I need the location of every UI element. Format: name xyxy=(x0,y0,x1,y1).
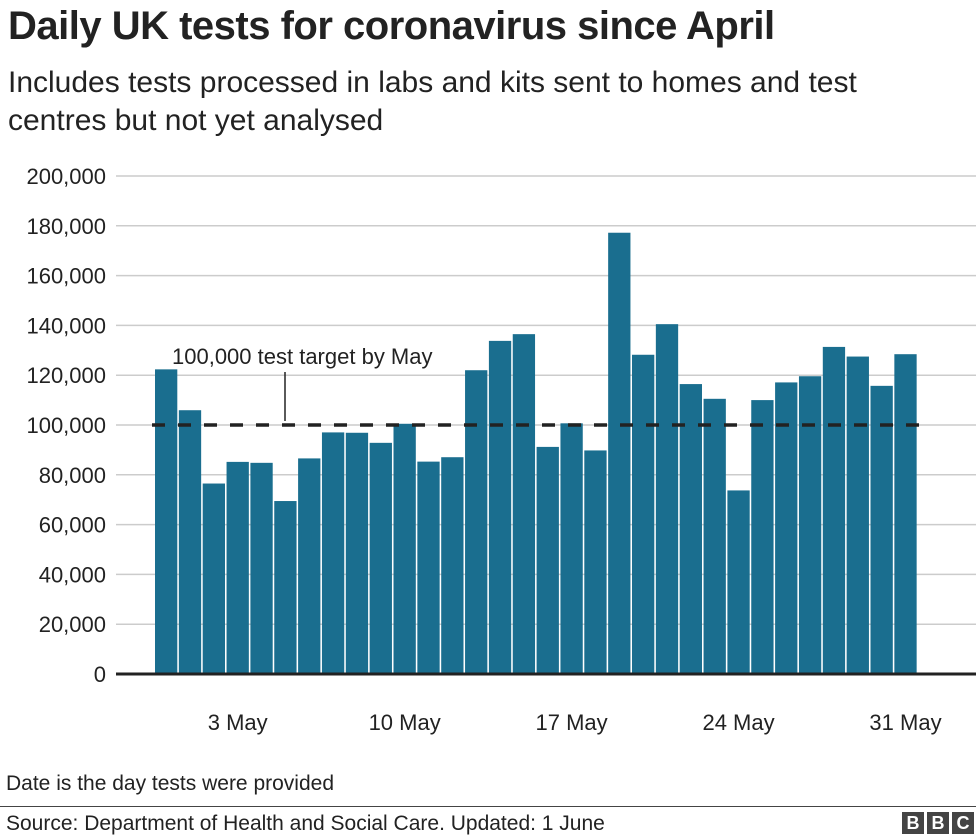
x-tick-label: 3 May xyxy=(208,710,268,735)
y-axis-labels: 0 20,000 40,000 60,000 80,000 100,000 120,000 1… xyxy=(26,164,106,687)
bar xyxy=(679,384,702,674)
chart-subtitle: Includes tests processed in labs and kit… xyxy=(8,66,857,137)
bar xyxy=(178,410,202,674)
bar xyxy=(250,462,273,674)
bar xyxy=(274,501,297,674)
bar xyxy=(536,446,559,674)
bar xyxy=(560,423,583,674)
footer-divider xyxy=(0,806,976,807)
bar xyxy=(775,382,798,674)
bar xyxy=(655,324,679,674)
bar xyxy=(632,354,655,674)
bbc-logo-letter: C xyxy=(952,812,974,834)
y-tick-label: 100,000 xyxy=(26,413,106,438)
bar xyxy=(822,346,846,674)
bars xyxy=(155,232,917,674)
x-axis: 3 May 10 May 17 May 24 May 31 May xyxy=(116,672,976,735)
bar xyxy=(321,432,345,674)
y-tick-label: 0 xyxy=(94,662,106,687)
bar xyxy=(465,370,488,674)
bar xyxy=(751,400,774,674)
footnote: Date is the day tests were provided xyxy=(6,772,335,795)
bbc-logo-letter: B xyxy=(927,812,949,834)
y-tick-label: 200,000 xyxy=(26,164,106,189)
x-tick-label: 24 May xyxy=(702,710,774,735)
source-text: Source: Department of Health and Social … xyxy=(6,812,605,835)
bar xyxy=(798,376,822,674)
target-line: 100,000 test target by May xyxy=(152,344,922,427)
bar xyxy=(369,442,392,674)
y-tick-label: 140,000 xyxy=(26,313,106,338)
bar xyxy=(202,483,225,674)
y-tick-label: 40,000 xyxy=(39,562,106,587)
bar xyxy=(584,450,607,674)
bar xyxy=(488,340,512,674)
bbc-logo-letter: B xyxy=(902,812,924,834)
x-tick-label: 17 May xyxy=(536,710,608,735)
bar xyxy=(226,461,249,674)
bar xyxy=(727,490,750,674)
bar xyxy=(417,461,440,674)
y-tick-label: 60,000 xyxy=(39,513,106,538)
bar xyxy=(608,232,631,674)
y-tick-label: 120,000 xyxy=(26,363,106,388)
bar xyxy=(393,423,416,674)
bar xyxy=(155,369,178,674)
y-tick-label: 160,000 xyxy=(26,264,106,289)
y-tick-label: 180,000 xyxy=(26,214,106,239)
chart-title: Daily UK tests for coronavirus since Apr… xyxy=(8,4,775,48)
bar xyxy=(846,356,869,674)
x-tick-label: 10 May xyxy=(369,710,441,735)
bbc-logo: B B C xyxy=(902,812,974,834)
bar xyxy=(894,354,917,674)
bar xyxy=(870,385,893,674)
bar xyxy=(703,398,726,674)
y-tick-label: 80,000 xyxy=(39,463,106,488)
bar xyxy=(298,458,321,674)
target-annotation-label: 100,000 test target by May xyxy=(172,344,433,369)
x-tick-label: 31 May xyxy=(869,710,941,735)
bar xyxy=(441,457,464,674)
bar xyxy=(512,334,536,674)
bar xyxy=(345,432,369,674)
bar-chart: 0 20,000 40,000 60,000 80,000 100,000 120,000 1… xyxy=(26,164,976,735)
y-tick-label: 20,000 xyxy=(39,612,106,637)
